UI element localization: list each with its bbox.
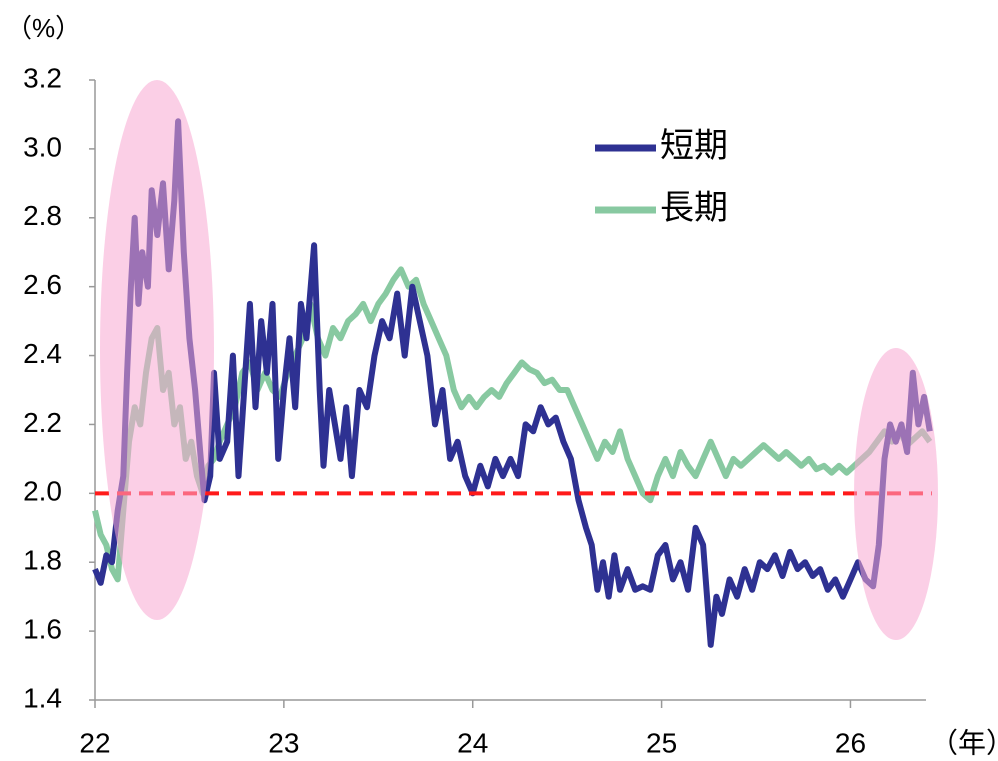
legend-label: 長期 [660,189,728,227]
legend-label: 短期 [660,127,728,165]
y-tick-label: 2.2 [23,407,62,438]
x-tick-label: 23 [268,727,299,758]
y-tick-label: 1.6 [23,614,62,645]
x-tick-label: 26 [835,727,866,758]
highlight [854,348,938,640]
x-axis-label: （年） [930,727,998,758]
x-tick-label: 25 [646,727,677,758]
y-tick-label: 2.6 [23,269,62,300]
y-tick-label: 3.2 [23,62,62,93]
y-tick-label: 1.8 [23,545,62,576]
y-tick-label: 2.0 [23,476,62,507]
y-tick-label: 2.8 [23,200,62,231]
y-axis-label: （%） [6,13,81,43]
y-tick-label: 3.0 [23,131,62,162]
y-tick-label: 1.4 [23,682,62,713]
series-line [92,118,933,648]
highlight [100,80,214,620]
x-tick-label: 22 [79,727,110,758]
y-tick-label: 2.4 [23,338,62,369]
x-tick-label: 24 [457,727,488,758]
